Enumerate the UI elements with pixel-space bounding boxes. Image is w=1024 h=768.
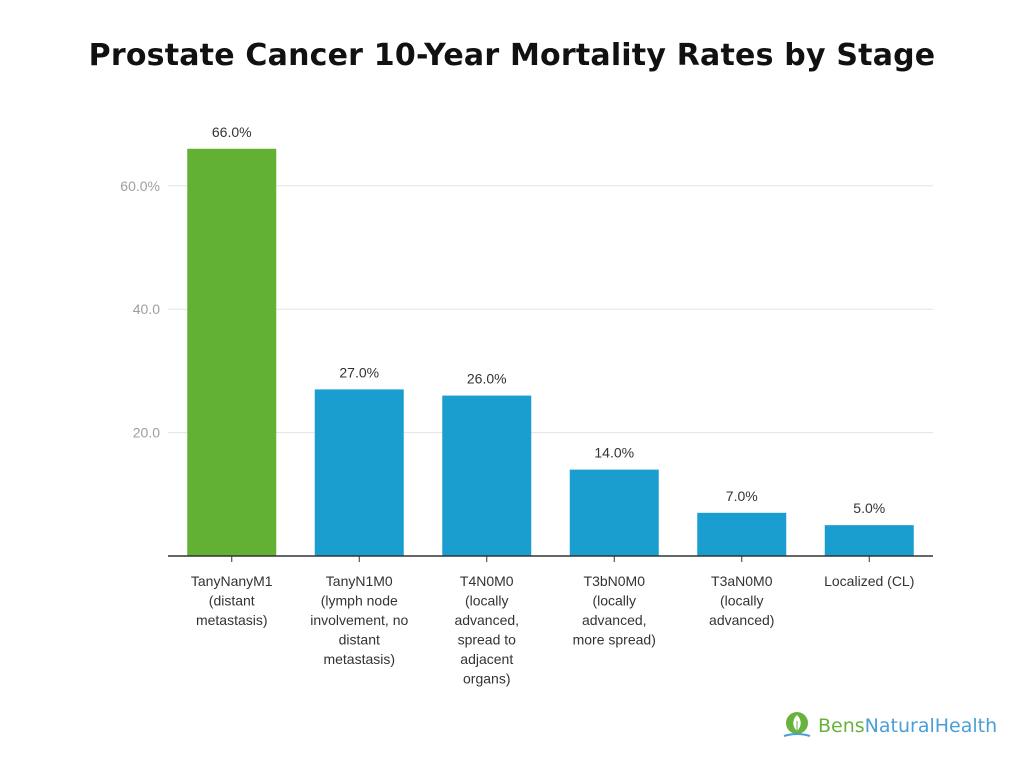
logo-text-bens: Bens (818, 715, 865, 737)
logo-text-natural-health: NaturalHealth (864, 715, 998, 737)
gridlines (168, 185, 933, 434)
data-label: 14.0% (594, 445, 634, 461)
data-label: 66.0% (212, 124, 252, 140)
data-label: 27.0% (339, 364, 379, 380)
data-label: 26.0% (467, 371, 507, 387)
x-axis (168, 555, 933, 562)
bar (314, 389, 404, 556)
brand-logo: BensNaturalHealth (782, 711, 997, 741)
bars (187, 148, 914, 556)
bar (697, 512, 787, 556)
data-label: 5.0% (853, 500, 885, 516)
y-tick-label: 20.0 (133, 425, 160, 441)
data-labels: 66.0% 27.0% 26.0% 14.0% 7.0% 5.0% (212, 124, 885, 516)
y-tick-label: 40.0 (133, 301, 160, 317)
x-tick-label: T4N0M0 (locally advanced, spread to adjacent… (454, 573, 519, 687)
x-tick-label: TanyN1M0 (lymph node involvement, no distan… (310, 573, 408, 667)
bar (187, 148, 277, 556)
y-axis-ticks: 20.0 40.0 60.0% (120, 178, 160, 441)
y-tick-label: 60.0% (120, 178, 160, 194)
x-tick-label: T3bN0M0 (locally advanced, more spread) (573, 573, 656, 648)
x-tick-label: Localized (CL) (824, 573, 914, 589)
bar (569, 469, 659, 556)
bar (442, 395, 532, 556)
data-label: 7.0% (726, 488, 758, 504)
leaf-icon (783, 712, 811, 737)
chart-title: Prostate Cancer 10-Year Mortality Rates … (88, 38, 936, 73)
x-axis-labels: TanyNanyM1 (distant metastasis) TanyN1M0 (ly… (191, 573, 914, 687)
x-tick-label: T3aN0M0 (locally advanced) (709, 573, 774, 628)
x-tick-label: TanyNanyM1 (distant metastasis) (191, 573, 273, 628)
bar (824, 525, 914, 556)
